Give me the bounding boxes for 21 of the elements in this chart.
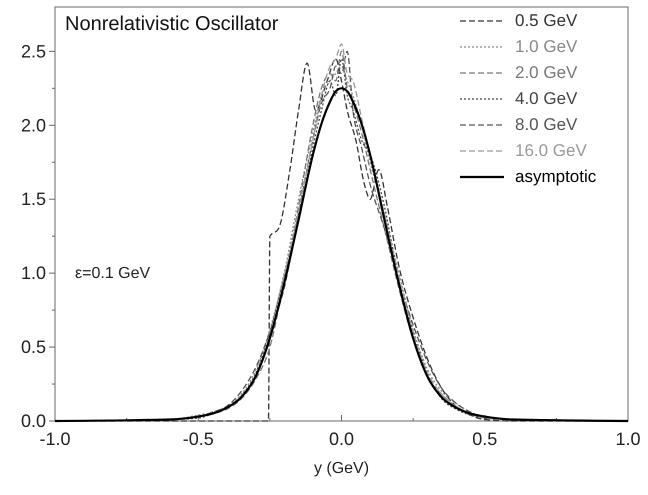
legend-label: 4.0 GeV [515, 89, 578, 108]
x-tick-label: 0.5 [472, 429, 498, 449]
x-tick-label: 0.0 [328, 429, 354, 449]
y-tick-label: 2.5 [20, 41, 46, 62]
legend-label: 8.0 GeV [515, 115, 578, 134]
y-tick-label: 0.0 [20, 411, 46, 431]
x-tick-label: -1.0 [39, 429, 71, 449]
legend-label: 2.0 GeV [515, 63, 578, 82]
legend-label: 16.0 GeV [515, 141, 588, 160]
y-tick-label: 1.0 [20, 263, 46, 284]
y-tick-label: 1.5 [20, 189, 46, 210]
x-axis-title: y (GeV) [314, 460, 370, 477]
legend-label: asymptotic [515, 167, 597, 186]
x-tick-label: 1.0 [615, 429, 641, 449]
legend-label: 1.0 GeV [515, 37, 578, 56]
legend-label: 0.5 GeV [515, 11, 578, 30]
y-tick-label: 2.0 [20, 115, 46, 136]
x-tick-label: -0.5 [182, 429, 214, 449]
y-tick-label: 0.5 [20, 337, 46, 358]
annotation: ε=0.1 GeV [75, 265, 151, 282]
chart-title: Nonrelativistic Oscillator [65, 13, 279, 35]
